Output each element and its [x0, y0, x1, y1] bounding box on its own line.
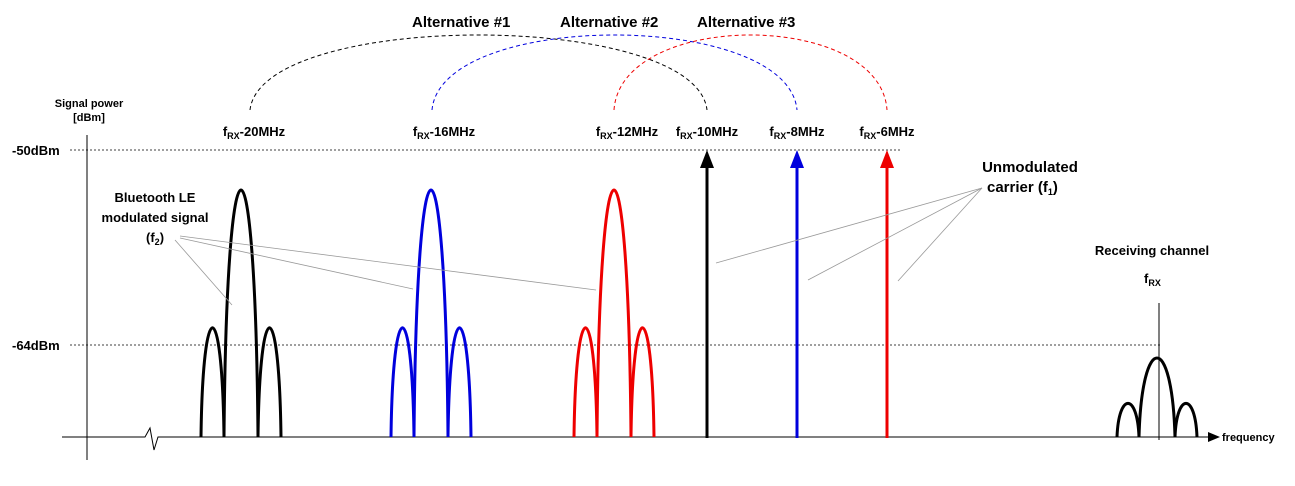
receiving-channel-lobes	[1115, 356, 1199, 438]
modulated-signal-2-right-side-lobe	[446, 326, 473, 438]
modulated-signal-1-main-lobe	[222, 188, 260, 438]
modulated-signal-3	[572, 188, 656, 438]
modulated-signal-3-right-side-lobe	[629, 326, 656, 438]
y-axis-title-line2: [dBm]	[73, 112, 105, 124]
signal-freq-label-2: fRX-16MHz	[413, 124, 476, 141]
level-label-minus64: -64dBm	[12, 338, 60, 353]
alternative-arcs	[249, 34, 888, 111]
receiving-channel-lobes-left-side-lobe	[1115, 402, 1141, 438]
signal-freq-label-3: fRX-12MHz	[596, 124, 659, 141]
modulated-signal-2-left-side-lobe	[389, 326, 416, 438]
x-axis-line	[62, 426, 1210, 451]
carrier-arrow-1	[700, 150, 714, 438]
alternative-1-label: Alternative #1	[412, 14, 510, 31]
receiving-channel-spectrum	[1115, 356, 1199, 438]
level-label-minus50: -50dBm	[12, 143, 60, 158]
carrier-freq-label-1: fRX-10MHz	[676, 124, 739, 141]
alternative-2-arc	[431, 34, 798, 111]
alternative-2-label: Alternative #2	[560, 14, 658, 31]
carrier-label-line2: carrier (f1)	[987, 179, 1058, 197]
frequency-labels: fRX-20MHz fRX-10MHz fRX-16MHz fRX-8MHz fRX-1…	[223, 124, 915, 141]
receiving-channel-lobes-right-side-lobe	[1173, 402, 1199, 438]
unmodulated-carriers	[700, 150, 894, 438]
alternative-3-arc	[613, 34, 888, 111]
signal-freq-label-1: fRX-20MHz	[223, 124, 286, 141]
modulated-signal-2	[389, 188, 473, 438]
modulated-signal-1-right-side-lobe	[256, 326, 283, 438]
receiving-channel-lobes-main-lobe	[1137, 356, 1177, 438]
x-axis-arrowhead	[1208, 432, 1220, 442]
carrier-freq-label-3: fRX-6MHz	[859, 124, 915, 141]
receiving-channel-freq: fRX	[1144, 271, 1161, 288]
receiving-channel-label: Receiving channel	[1095, 243, 1209, 258]
modulated-signal-spectra	[199, 188, 656, 438]
carrier-freq-label-2: fRX-8MHz	[769, 124, 825, 141]
y-axis-title-line1: Signal power	[55, 98, 124, 110]
alternative-3-label: Alternative #3	[697, 14, 795, 31]
modulated-signal-3-main-lobe	[595, 188, 633, 438]
carrier-label-line1: Unmodulated	[982, 159, 1078, 176]
carrier-arrow-3	[880, 150, 894, 438]
modulated-signal-2-main-lobe	[412, 188, 450, 438]
modulated-signal-leader-lines	[174, 235, 597, 306]
alternative-1-arc	[249, 34, 708, 111]
modulated-signal-label-line2: modulated signal	[102, 210, 209, 225]
modulated-signal-3-left-side-lobe	[572, 326, 599, 438]
modulated-signal-label-line3: (f2)	[146, 230, 164, 247]
modulated-signal-1-left-side-lobe	[199, 326, 226, 438]
x-axis-label: frequency	[1222, 432, 1275, 444]
modulated-signal-1	[199, 188, 283, 438]
carrier-arrow-2	[790, 150, 804, 438]
modulated-signal-label-line1: Bluetooth LE	[115, 190, 196, 205]
carrier-leader-lines	[715, 187, 983, 282]
